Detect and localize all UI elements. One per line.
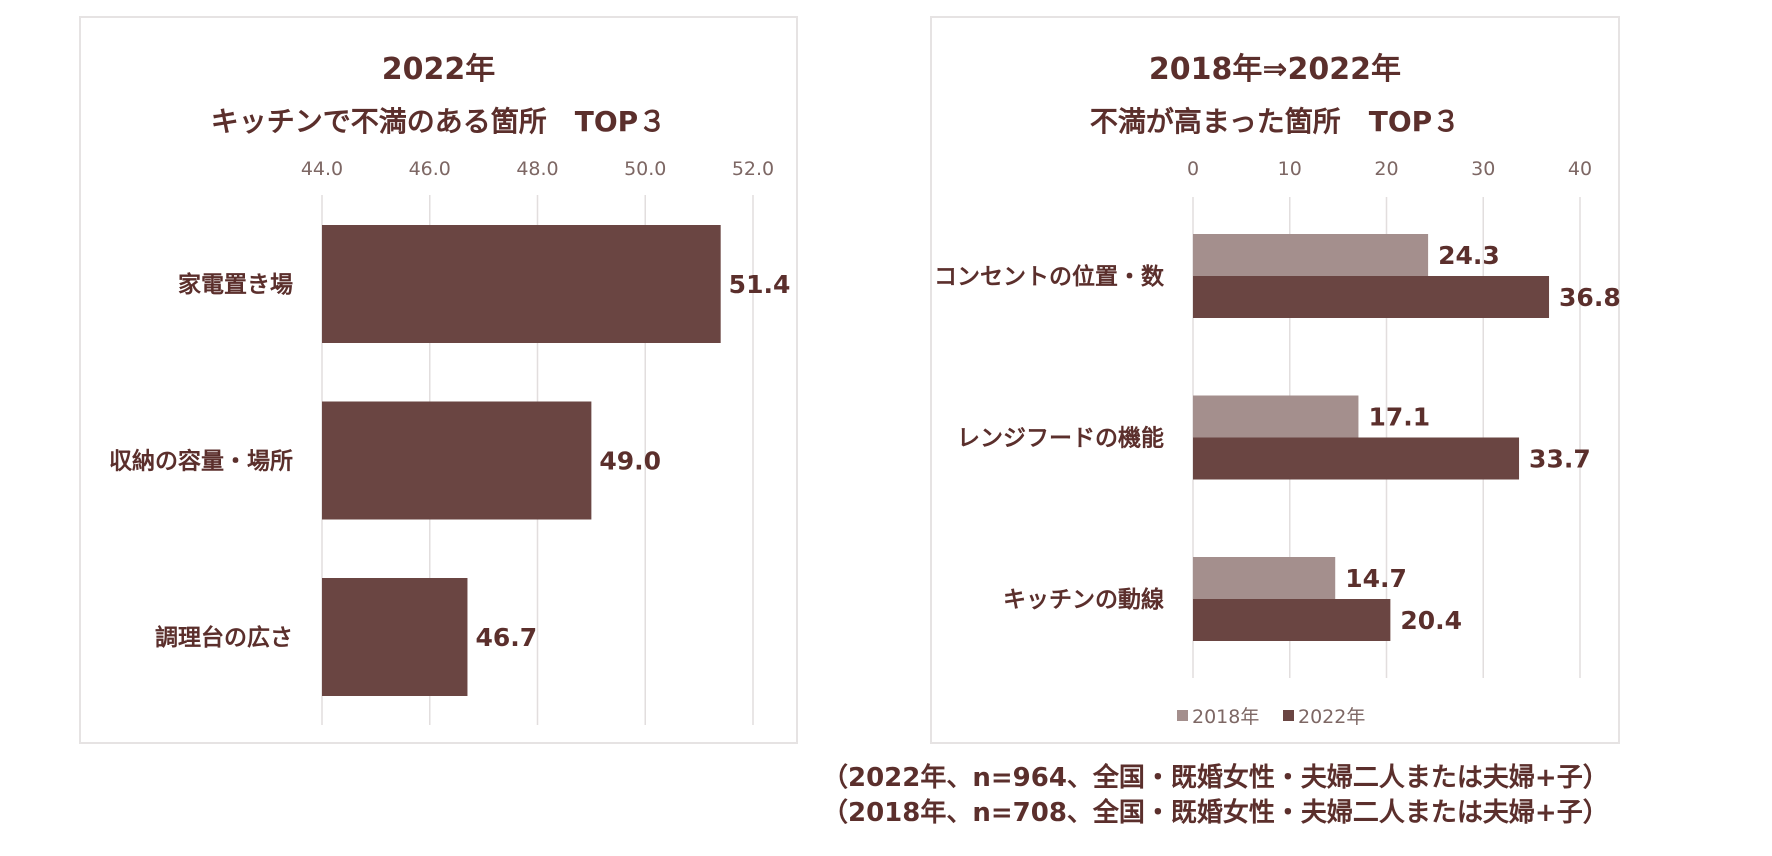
category-label: 収納の容量・場所 [109, 448, 293, 475]
x-tick-label: 30 [1471, 158, 1495, 180]
x-tick-label: 0 [1187, 158, 1199, 180]
category-label: 調理台の広さ [155, 624, 293, 651]
x-tick-label: 52.0 [732, 158, 774, 180]
legend-marker-2018 [1177, 710, 1188, 721]
bar-2022 [1193, 599, 1391, 641]
bar [322, 225, 721, 343]
bar-2018 [1193, 557, 1336, 599]
bar [322, 578, 468, 696]
category-label: キッチンの動線 [1003, 586, 1164, 613]
data-label: 33.7 [1529, 445, 1591, 474]
chart-title: 2018年⇒2022年 [1148, 52, 1402, 87]
chart-subtitle: キッチンで不満のある箇所 TOP３ [210, 105, 667, 138]
bar-2022 [1193, 276, 1550, 318]
chart-subtitle: 不満が高まった箇所 TOP３ [1089, 105, 1461, 138]
data-label: 24.3 [1438, 241, 1500, 270]
x-tick-label: 20 [1374, 158, 1398, 180]
data-label: 49.0 [599, 447, 661, 476]
data-label: 51.4 [729, 270, 791, 299]
bar-2018 [1193, 234, 1429, 276]
category-label: 家電置き場 [178, 271, 293, 298]
x-tick-label: 48.0 [516, 158, 558, 180]
legend-label: 2018年 [1192, 706, 1259, 728]
bar-2018 [1193, 395, 1359, 438]
legend-marker-2022 [1283, 710, 1294, 721]
category-label: レンジフードの機能 [957, 425, 1164, 452]
footnote-2022: （2022年、n=964、全国・既婚女性・夫婦二人または夫婦+子） [822, 763, 1609, 793]
x-tick-label: 10 [1278, 158, 1302, 180]
data-label: 46.7 [475, 623, 537, 652]
x-tick-label: 50.0 [624, 158, 666, 180]
category-label: コンセントの位置・数 [934, 263, 1165, 290]
data-label: 20.4 [1400, 606, 1462, 635]
x-tick-label: 46.0 [409, 158, 451, 180]
bar-2022 [1193, 437, 1520, 480]
footnote-2018: （2018年、n=708、全国・既婚女性・夫婦二人または夫婦+子） [822, 798, 1609, 828]
chart-title: 2022年 [381, 52, 496, 87]
data-label: 17.1 [1368, 403, 1430, 432]
x-tick-label: 44.0 [301, 158, 343, 180]
bar [322, 401, 592, 520]
legend-label: 2022年 [1298, 706, 1365, 728]
x-tick-label: 40 [1568, 158, 1592, 180]
data-label: 14.7 [1345, 564, 1407, 593]
data-label: 36.8 [1559, 283, 1621, 312]
